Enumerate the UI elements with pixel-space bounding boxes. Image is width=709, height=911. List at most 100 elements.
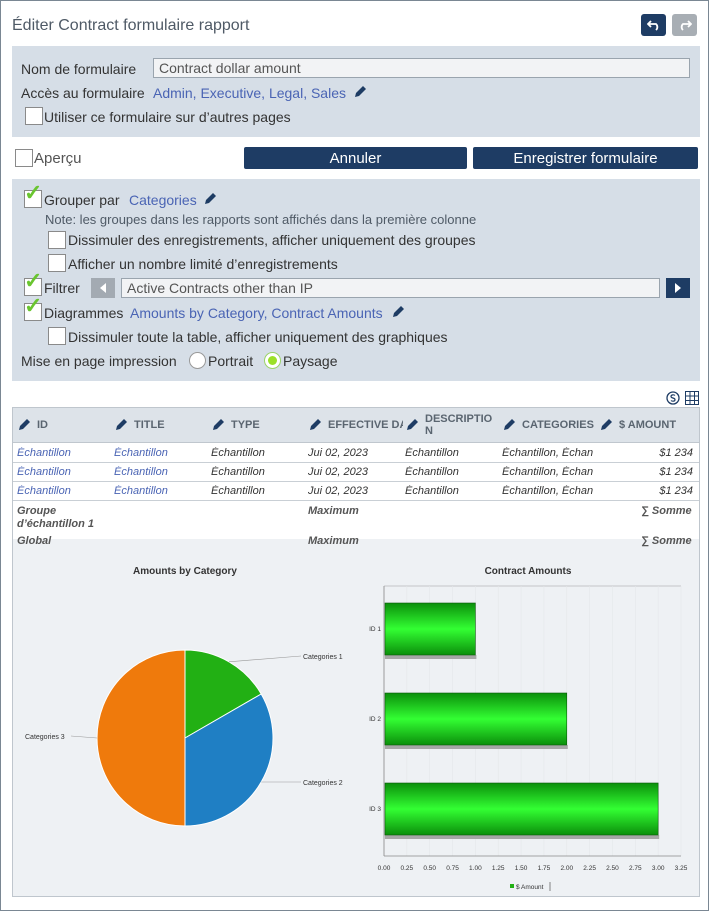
group-by-label: Grouper par <box>44 192 120 208</box>
x-tick-label: 2.25 <box>583 865 596 872</box>
table-cell-link[interactable]: Échantillon <box>114 485 168 497</box>
filter-checkbox[interactable]: ✓ <box>24 270 42 296</box>
column-header-label: CATEGORIES <box>522 419 594 431</box>
x-tick-label: 1.50 <box>515 865 528 872</box>
x-tick-label: 3.00 <box>652 865 665 872</box>
edit-column-pencil-icon[interactable] <box>308 418 322 432</box>
preview-checkbox[interactable] <box>15 149 33 167</box>
report-options-panel: ✓ Grouper par Categories Note: les group… <box>12 179 700 381</box>
charts-checkbox[interactable]: ✓ <box>24 295 42 321</box>
bar <box>384 602 476 656</box>
chevron-right-icon <box>675 283 681 293</box>
group-by-link[interactable]: Categories <box>129 192 197 208</box>
cancel-button[interactable]: Annuler <box>244 147 467 169</box>
table-cell: Échantillon, Échan <box>502 485 594 497</box>
bar-shadow <box>385 745 568 749</box>
table-cell-link[interactable]: Échantillon <box>114 466 168 478</box>
group-by-checkbox[interactable]: ✓ <box>24 182 42 208</box>
column-header[interactable]: $ AMOUNT <box>599 408 697 442</box>
limit-records-checkbox[interactable] <box>48 254 66 272</box>
column-header[interactable]: DESCRIPTIO N <box>405 408 500 442</box>
preview-label: Aperçu <box>34 150 82 167</box>
table-cell: Échantillon, Échan <box>502 447 594 459</box>
column-header[interactable]: EFFECTIVE DA <box>308 408 403 442</box>
use-other-pages-checkbox[interactable] <box>25 107 43 125</box>
edit-column-pencil-icon[interactable] <box>502 418 516 432</box>
form-access-link[interactable]: Admin, Executive, Legal, Sales <box>153 85 346 101</box>
portrait-label: Portrait <box>208 353 254 369</box>
edit-column-pencil-icon[interactable] <box>114 418 128 432</box>
table-cell: Échantillon <box>405 485 459 497</box>
x-tick-label: 0.25 <box>401 865 414 872</box>
x-tick-label: 2.75 <box>629 865 642 872</box>
print-layout-label: Mise en page impression <box>21 353 177 369</box>
filter-select[interactable]: Active Contracts other than IP <box>121 278 660 298</box>
row-divider <box>13 500 699 501</box>
column-header[interactable]: TITLE <box>114 408 209 442</box>
landscape-label: Paysage <box>283 353 338 369</box>
x-tick-label: 1.25 <box>492 865 505 872</box>
checkmark-icon: ✓ <box>24 268 43 293</box>
bar-shadow <box>385 835 660 839</box>
table-grid-icon[interactable] <box>685 391 699 405</box>
limit-records-label: Afficher un nombre limité d’enregistreme… <box>68 256 338 272</box>
bar <box>384 782 659 836</box>
chevron-left-icon <box>100 283 106 293</box>
form-access-label: Accès au formulaire <box>21 85 145 101</box>
report-preview: ID TITLE TYPE EFFECTIVE DA DESCRIPTIO N CATEG… <box>12 407 700 897</box>
table-cell-link[interactable]: Échantillon <box>17 466 71 478</box>
redo-button[interactable] <box>672 14 697 36</box>
landscape-radio[interactable] <box>264 352 281 369</box>
table-cell-link[interactable]: Échantillon <box>114 447 168 459</box>
row-divider <box>13 462 699 463</box>
edit-group-pencil-icon[interactable] <box>203 192 217 206</box>
table-cell: Échantillon <box>405 466 459 478</box>
hide-records-checkbox[interactable] <box>48 231 66 249</box>
save-form-button[interactable]: Enregistrer formulaire <box>473 147 698 169</box>
pie-label-leader <box>228 655 302 663</box>
filter-next-button[interactable] <box>666 278 690 298</box>
table-cell: Échantillon, Échan <box>502 466 594 478</box>
edit-column-pencil-icon[interactable] <box>17 418 31 432</box>
table-cell-link[interactable]: Échantillon <box>17 447 71 459</box>
currency-icon[interactable] <box>666 391 680 405</box>
edit-column-pencil-icon[interactable] <box>599 418 613 432</box>
table-body <box>13 443 699 539</box>
table-cell-link[interactable]: Échantillon <box>17 485 71 497</box>
radio-selected-dot <box>268 356 277 365</box>
edit-charts-pencil-icon[interactable] <box>391 305 405 319</box>
filter-prev-button[interactable] <box>91 278 115 298</box>
hide-records-label: Dissimuler des enregistrements, afficher… <box>68 232 476 248</box>
pie-chart-title: Amounts by Category <box>133 566 237 577</box>
dialog-title: Éditer Contract formulaire rapport <box>12 17 250 34</box>
x-tick-label: 1.75 <box>538 865 551 872</box>
column-header[interactable]: ID <box>17 408 112 442</box>
edit-access-pencil-icon[interactable] <box>353 85 367 99</box>
charts-link[interactable]: Amounts by Category, Contract Amounts <box>130 305 383 321</box>
edit-column-pencil-icon[interactable] <box>405 418 419 432</box>
column-header[interactable]: TYPE <box>211 408 306 442</box>
pie-slice <box>184 649 262 739</box>
portrait-radio[interactable] <box>189 352 206 369</box>
column-header-label: $ AMOUNT <box>619 419 677 431</box>
table-cell: Échantillon <box>211 447 265 459</box>
column-header-label: EFFECTIVE DA <box>328 419 403 431</box>
hide-table-checkbox[interactable] <box>48 327 66 345</box>
x-tick-label: 0.00 <box>378 865 391 872</box>
group-maximum: Maximum <box>308 505 359 517</box>
pie-slice <box>184 693 274 827</box>
x-tick-label: 0.50 <box>423 865 436 872</box>
form-name-label: Nom de formulaire <box>21 61 137 77</box>
form-name-input[interactable]: Contract dollar amount <box>153 58 690 78</box>
column-header[interactable]: CATEGORIES <box>502 408 597 442</box>
undo-icon <box>646 20 658 31</box>
column-header-label: ID <box>37 419 48 431</box>
table-cell: $1 234 <box>659 447 693 459</box>
y-category-label: ID 3 <box>369 806 381 813</box>
x-tick-label: 2.50 <box>606 865 619 872</box>
global-sum: ∑ Somme <box>641 535 692 547</box>
edit-column-pencil-icon[interactable] <box>211 418 225 432</box>
undo-button[interactable] <box>641 14 666 36</box>
pie-chart: Amounts by Category Categories 1 Categorie… <box>25 566 343 827</box>
checkmark-icon: ✓ <box>24 293 43 318</box>
